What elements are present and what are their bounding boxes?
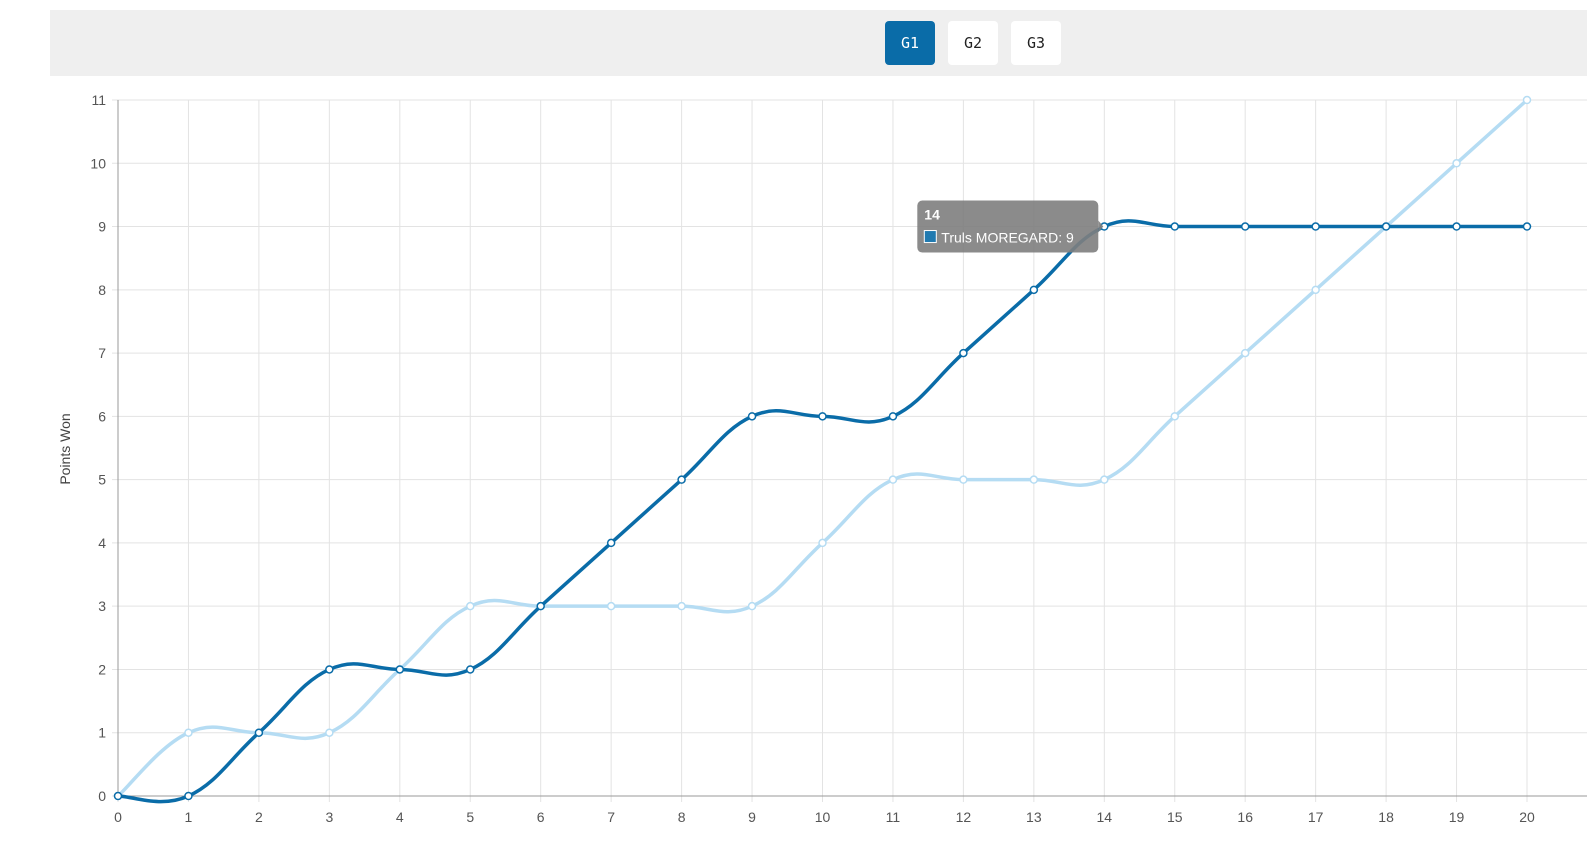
series-point-1 xyxy=(1240,222,1250,231)
x-tick-label: 1 xyxy=(185,809,193,825)
x-tick-label: 6 xyxy=(537,809,545,825)
series-point-0 xyxy=(818,538,827,548)
series-point-0 xyxy=(466,601,475,611)
x-tick-label: 15 xyxy=(1167,809,1183,825)
y-tick-label: 2 xyxy=(98,661,106,677)
x-tick-label: 0 xyxy=(114,809,122,825)
series-point-1 xyxy=(536,601,545,611)
axes: 0 1 2 3 4 5 6 7 8 9 10 11 12 13 14 15 16 17 18 19 2001234567… xyxy=(90,92,1587,825)
series-point-0 xyxy=(1240,348,1250,358)
series-point-0 xyxy=(1522,95,1532,105)
series-point-1 xyxy=(677,475,686,484)
y-axis-title: Points Won xyxy=(57,413,73,484)
series-point-0 xyxy=(1029,475,1039,484)
tooltip-title: 14 xyxy=(924,207,940,223)
series-point-0 xyxy=(677,601,686,611)
x-tick-label: 13 xyxy=(1026,809,1042,825)
series-point-0 xyxy=(1311,285,1320,295)
x-tick-label: 18 xyxy=(1378,809,1394,825)
tooltip-background xyxy=(917,200,1099,253)
tab-g1[interactable]: G1 xyxy=(885,21,935,65)
y-tick-label: 7 xyxy=(98,345,106,361)
series-point-0 xyxy=(184,728,193,737)
series-point-1 xyxy=(1029,285,1039,295)
x-tick-label: 17 xyxy=(1308,809,1324,825)
series-point-1 xyxy=(113,791,123,801)
tooltip-swatch xyxy=(923,230,937,244)
x-tick-label: 14 xyxy=(1097,809,1113,825)
tab-g2[interactable]: G2 xyxy=(948,21,998,65)
x-tick-label: 12 xyxy=(956,809,972,825)
x-tick-label: 3 xyxy=(325,809,333,825)
series-point-1 xyxy=(747,412,757,421)
x-tick-label: 11 xyxy=(886,809,901,825)
series-point-0 xyxy=(1100,475,1109,484)
series-point-0 xyxy=(959,475,968,484)
tooltip-body: Truls MOREGARD: 9 xyxy=(941,230,1074,246)
y-tick-label: 6 xyxy=(98,408,106,424)
y-tick-label: 4 xyxy=(98,535,106,551)
series-point-0 xyxy=(888,475,898,484)
x-tick-label: 7 xyxy=(607,809,615,825)
x-tick-label: 10 xyxy=(815,809,831,825)
x-tick-label: 4 xyxy=(396,809,404,825)
series-point-1 xyxy=(818,412,827,421)
series-point-1 xyxy=(466,665,475,674)
series-point-1 xyxy=(1522,222,1532,231)
series-point-1 xyxy=(1311,222,1320,231)
x-tick-label: 5 xyxy=(466,809,474,825)
series-line-0 xyxy=(116,98,1529,798)
series-line-1 xyxy=(116,219,1529,804)
series-point-1 xyxy=(1170,222,1179,231)
series-point-1 xyxy=(1381,222,1391,231)
series-point-0 xyxy=(1452,159,1461,168)
series xyxy=(113,95,1532,804)
tab-g3[interactable]: G3 xyxy=(1011,21,1061,65)
tooltip-caret xyxy=(1098,220,1104,233)
grid xyxy=(112,99,1587,802)
x-tick-label: 9 xyxy=(748,809,756,825)
game-selector-bar xyxy=(50,10,1587,76)
y-tick-label: 8 xyxy=(98,282,106,298)
x-tick-label: 8 xyxy=(678,809,686,825)
series-point-0 xyxy=(747,601,757,611)
y-tick-label: 3 xyxy=(98,598,106,614)
series-point-0 xyxy=(1170,412,1179,421)
y-tick-label: 11 xyxy=(91,92,106,108)
series-point-1 xyxy=(254,728,264,737)
y-tick-label: 9 xyxy=(98,219,106,235)
series-point-1 xyxy=(1452,222,1461,231)
x-tick-label: 16 xyxy=(1237,809,1253,825)
y-tick-label: 5 xyxy=(98,472,106,488)
series-point-1 xyxy=(325,665,334,674)
series-point-1 xyxy=(888,412,898,421)
y-tick-label: 0 xyxy=(98,788,106,804)
x-tick-label: 2 xyxy=(255,809,263,825)
series-point-1 xyxy=(395,665,405,674)
x-tick-label: 19 xyxy=(1449,809,1465,825)
y-tick-label: 1 xyxy=(98,725,106,741)
series-point-1 xyxy=(606,538,616,548)
series-point-0 xyxy=(606,601,616,611)
series-point-1 xyxy=(184,791,193,801)
y-tick-label: 10 xyxy=(90,155,106,171)
series-point-0 xyxy=(325,728,334,737)
series-point-1 xyxy=(959,348,968,358)
x-tick-label: 20 xyxy=(1519,809,1535,825)
game-tabs: G1 G2 G3 xyxy=(885,21,1061,65)
